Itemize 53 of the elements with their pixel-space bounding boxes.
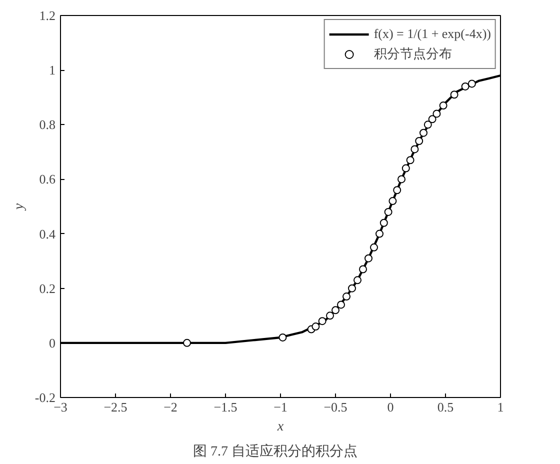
legend-label: f(x) = 1/(1 + exp(-4x)) <box>374 26 491 42</box>
x-tick-label: 0.5 <box>437 400 454 414</box>
point <box>450 90 458 99</box>
x-tick-label: −3 <box>54 400 68 414</box>
point <box>376 230 384 238</box>
legend-label: 积分节点分布 <box>374 45 452 63</box>
y-axis-title: y <box>12 202 27 212</box>
y-tick-label: 0.2 <box>39 280 56 296</box>
x-tick-label: −1.5 <box>214 400 238 414</box>
x-tick-label: −2 <box>164 400 178 414</box>
x-tick-label: −1 <box>274 400 288 414</box>
x-tick-label: 0 <box>387 400 394 414</box>
point <box>402 164 410 172</box>
point <box>388 197 397 206</box>
point <box>415 137 424 146</box>
x-tick-label: 1 <box>497 400 504 414</box>
x-tick-label: −0.5 <box>324 400 348 414</box>
point <box>406 156 414 164</box>
point <box>278 333 287 342</box>
point <box>348 284 356 292</box>
point <box>428 115 436 124</box>
point <box>410 145 419 154</box>
point <box>332 306 340 314</box>
point <box>424 120 432 129</box>
x-tick-label: −2.5 <box>104 400 128 414</box>
point <box>312 322 320 331</box>
point <box>326 312 334 320</box>
point <box>364 254 372 262</box>
y-tick-label: 0 <box>49 335 56 350</box>
y-tick-label: 1.2 <box>39 8 56 23</box>
point <box>439 102 448 110</box>
point <box>384 208 392 216</box>
point <box>393 186 402 194</box>
y-tick-label: 0.6 <box>39 172 56 187</box>
point <box>468 80 476 88</box>
point <box>183 338 191 347</box>
y-tick-label: 0.8 <box>39 117 56 132</box>
y-tick-label: 1 <box>49 62 56 78</box>
point <box>342 292 350 301</box>
x-axis-title: x <box>276 420 284 434</box>
point <box>432 110 441 118</box>
y-tick-label: -0.2 <box>34 390 56 405</box>
point <box>420 128 428 137</box>
caption: 图 7.7 自适应积分的积分点 <box>193 444 358 460</box>
point <box>318 317 326 326</box>
point <box>337 300 345 309</box>
point <box>380 218 388 227</box>
point <box>354 276 362 284</box>
point <box>370 243 378 252</box>
y-tick-label: 0.4 <box>39 226 56 242</box>
point <box>359 265 367 274</box>
point <box>398 175 406 184</box>
point <box>461 82 470 90</box>
